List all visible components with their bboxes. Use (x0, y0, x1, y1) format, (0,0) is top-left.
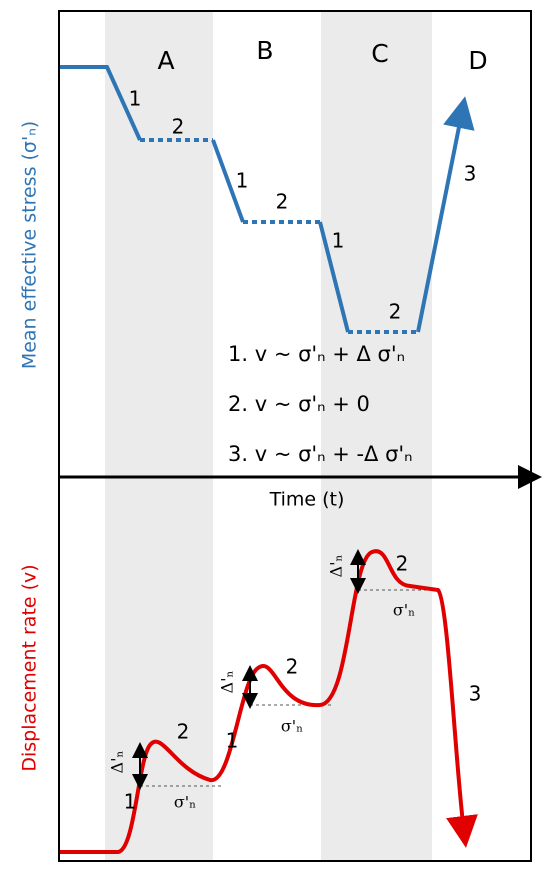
step-label: 1 (124, 790, 137, 814)
step-label: 2 (177, 720, 190, 744)
frame (58, 10, 532, 862)
x-axis-label: Time (t) (269, 489, 345, 511)
step-label: 2 (172, 115, 185, 139)
delta-label: Δ'ₙ (327, 554, 346, 577)
delta-label: Δ'ₙ (108, 750, 127, 773)
rate-curve (60, 549, 478, 854)
phase-label: A (157, 46, 174, 75)
phase-label: D (468, 46, 487, 75)
step-label: 2 (389, 300, 402, 324)
step-label: 2 (286, 655, 299, 679)
y-axis-label: Displacement rate (v) (19, 564, 41, 771)
baseline-label: σ'ₙ (174, 793, 196, 812)
delta-arrow (132, 549, 366, 790)
step-label: 2 (276, 190, 289, 214)
step-label: 1 (129, 87, 142, 111)
phase-band (105, 12, 213, 860)
y-axis-label: Mean effective stress (σ'ₙ) (19, 121, 41, 369)
equation: 1. v ~ σ'ₙ + Δ σ'ₙ (228, 342, 405, 366)
phase-label: B (256, 36, 273, 65)
delta-label: Δ'ₙ (218, 670, 237, 693)
equation: 2. v ~ σ'ₙ + 0 (228, 392, 370, 416)
phase-label: C (371, 39, 388, 68)
step-label: 2 (396, 552, 409, 576)
equation: 3. v ~ σ'ₙ + -Δ σ'ₙ (228, 442, 413, 466)
phase-band (321, 12, 432, 860)
stress-curve (60, 65, 475, 334)
step-label: 3 (464, 162, 477, 186)
step-label: 1 (332, 229, 345, 253)
step-label: 1 (236, 169, 249, 193)
step-label: 3 (469, 682, 482, 706)
baseline-label: σ'ₙ (281, 717, 303, 736)
step-label: 1 (226, 729, 239, 753)
baseline-label: σ'ₙ (393, 601, 415, 620)
